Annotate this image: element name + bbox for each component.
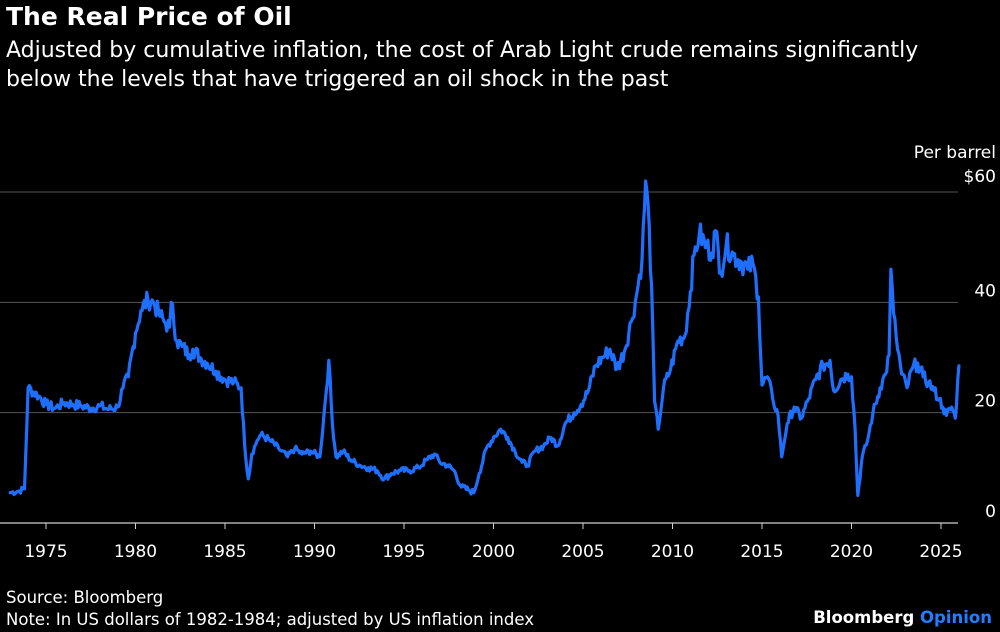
- x-tick-label: 1975: [24, 542, 67, 562]
- x-tick-label: 1985: [203, 542, 246, 562]
- x-tick-label: 2020: [830, 542, 873, 562]
- brand-suffix: Opinion: [920, 608, 992, 627]
- chart-subtitle: Adjusted by cumulative inflation, the co…: [6, 38, 919, 92]
- x-tick-label: 1980: [114, 542, 157, 562]
- brand-logo: Bloomberg Opinion: [813, 608, 992, 628]
- x-tick-label: 2005: [561, 542, 604, 562]
- x-tick-label: 2015: [740, 542, 783, 562]
- x-tick-label: 1990: [293, 542, 336, 562]
- source-note: Source: Bloomberg: [6, 588, 164, 607]
- x-tick-labels: 1975 1980 1985 1990 1995 2000 2005 2010 2015 2020…: [24, 523, 963, 562]
- brand-name: Bloomberg: [813, 608, 915, 627]
- x-tick-label: 2025: [919, 542, 962, 562]
- series-line: [8, 179, 961, 497]
- footnote: Note: In US dollars of 1982-1984; adjust…: [6, 610, 534, 629]
- gridlines: [0, 191, 958, 524]
- x-tick-label: 2010: [651, 542, 694, 562]
- y-tick-label: 0: [985, 502, 996, 522]
- chart-title: The Real Price of Oil: [6, 2, 292, 31]
- y-tick-label: $60: [964, 167, 996, 187]
- y-tick-labels: 0 20 40 $60: [964, 167, 996, 522]
- y-tick-label: 20: [974, 392, 996, 412]
- x-tick-label: 2000: [472, 542, 515, 562]
- y-tick-label: 40: [974, 281, 996, 301]
- y-axis-label: Per barrel: [914, 143, 996, 163]
- x-tick-label: 1995: [382, 542, 425, 562]
